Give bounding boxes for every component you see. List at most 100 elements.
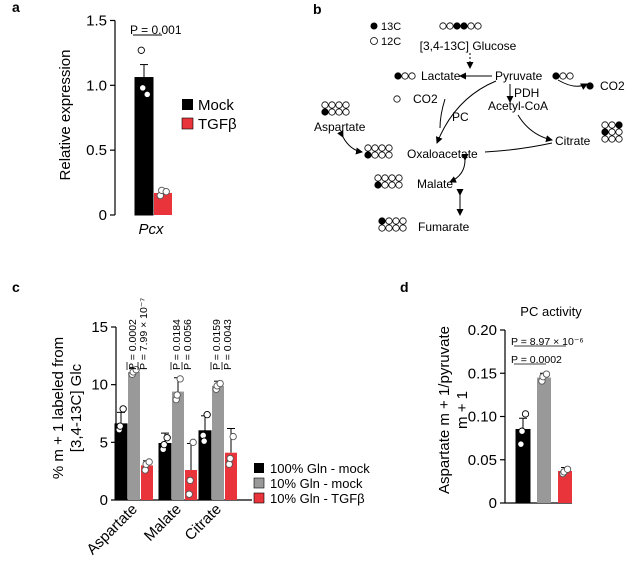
panel-c-bar-point	[163, 434, 171, 442]
legend-label-10gln-mock: 10% Gln - mock	[270, 476, 363, 491]
legend-label-100gln-mock: 100% Gln - mock	[270, 461, 370, 476]
panel-d-bar-point	[521, 410, 530, 418]
panel-d-bar-point	[542, 370, 551, 378]
y-tick-label: 0	[99, 207, 107, 224]
co2-left-carbon	[393, 95, 401, 103]
aspartate-carbons	[328, 108, 336, 116]
acetyl-coa-label: Acetyl-CoA	[488, 99, 548, 113]
legend-label-10gln-tgfb: 10% Gln - TGFβ	[270, 491, 365, 506]
citrate-label: Citrate	[555, 134, 591, 148]
legend-13c-dot	[370, 22, 378, 30]
y-tick-label: 0.15	[468, 365, 497, 382]
lactate-label: Lactate	[421, 69, 461, 83]
panel-c-bar-point	[229, 432, 237, 441]
malate-carbons	[374, 174, 382, 182]
panel-c-bar	[141, 465, 153, 500]
y-tick-label: 0	[100, 492, 108, 509]
pdh-label: PDH	[514, 86, 539, 100]
y-tick-label: 5	[100, 434, 108, 451]
malate-carbons	[388, 174, 396, 182]
panel-c-bar-point	[145, 458, 153, 466]
panel-c-bar	[114, 423, 128, 501]
panel-c-p-value: P = 0.0056	[182, 319, 194, 370]
panel-c-bar-point	[176, 375, 184, 383]
panel-d-bars	[515, 370, 572, 504]
panel-c: c % m + 1 labeled from [3,4-13C] Glc 0 5 1…	[12, 279, 370, 558]
panel-c-x-tick-label: Aspartate	[83, 501, 140, 558]
panel-c-p-values: P = 0.0002 P = 7.99 × 10⁻⁷ P = 0.0184 P = 0…	[126, 298, 234, 370]
lactate-carbons	[401, 72, 409, 80]
panel-d-bar	[558, 470, 572, 503]
legend-swatch-10gln-tgfb	[253, 492, 265, 504]
oxaloacetate-carbons	[364, 151, 372, 159]
panel-c-p-value: P = 0.0159	[211, 319, 223, 370]
glucose-carbons	[453, 22, 461, 30]
oxaloacetate-label: Oxaloacetate	[407, 147, 478, 161]
panel-a-y-axis: 0 0.5 1.0 1.5	[86, 12, 116, 224]
panel-c-bar	[172, 391, 184, 500]
malate-carbons	[381, 181, 389, 189]
panel-a-bar-mock-point	[139, 84, 147, 92]
panel-d-y-axis: 0 0.05 0.10 0.15 0.20	[468, 322, 572, 512]
fumarate-carbons	[385, 224, 393, 232]
y-tick-label: 15	[91, 319, 108, 336]
pc-arrow	[435, 80, 497, 144]
panel-d-title: PC activity	[520, 304, 582, 319]
panel-c-bar-point	[189, 438, 197, 446]
legend-12c-dot	[370, 37, 378, 45]
panel-c-bar-point	[226, 454, 234, 463]
malate-carbons	[395, 174, 403, 182]
co2-left-label: CO2	[413, 92, 438, 106]
y-tick-label: 0.5	[86, 142, 107, 159]
fumarate-carbons	[399, 217, 407, 225]
fumarate-carbons	[399, 224, 407, 232]
panel-c-bars	[114, 366, 237, 501]
panel-d-bar	[515, 428, 531, 504]
glucose-carbons	[467, 22, 475, 30]
fumarate-label: Fumarate	[418, 220, 470, 234]
panel-a-bar-mock	[134, 77, 154, 216]
glucose-carbons	[446, 22, 454, 30]
oxaloacetate-carbons	[385, 151, 393, 159]
panel-c-y-label-line1: % m + 1 labeled from	[50, 337, 67, 479]
pyruvate-carbons	[559, 72, 567, 80]
panel-c-bar-point	[160, 440, 168, 449]
glucose-label: [3,4-13C] Glucose	[420, 39, 517, 53]
citrate-carbons	[608, 121, 616, 129]
citrate-carbons	[608, 128, 616, 136]
panel-d-y-label-line1: Aspartate m + 1/pyruvate	[436, 326, 453, 494]
panel-c-x-tick-label: Malate	[141, 501, 185, 545]
legend-swatch-10gln-mock	[253, 477, 265, 489]
panel-c-bar-point	[186, 476, 194, 485]
panel-c-bar-point	[141, 466, 149, 474]
malate-carbons	[374, 181, 382, 189]
panel-b-label: b	[313, 1, 322, 17]
oxaloacetate-carbons	[385, 144, 393, 152]
fumarate-carbons	[378, 217, 386, 225]
panel-a-bar-tgfb-point	[162, 188, 170, 196]
panel-a-label: a	[12, 0, 20, 15]
aspartate-carbons	[335, 108, 343, 116]
malate-carbons	[388, 181, 396, 189]
pyruvate-carbons	[566, 72, 574, 80]
oxaloacetate-carbons	[364, 144, 372, 152]
panel-c-bar	[212, 385, 224, 500]
pyruvate-to-co2-arrow	[557, 79, 588, 90]
pyruvate-carbons	[552, 72, 560, 80]
panel-c-bar-point	[116, 422, 124, 430]
aspartate-carbons	[321, 101, 329, 109]
aspartate-carbons	[321, 108, 329, 116]
y-tick-label: 10	[91, 377, 108, 394]
oxaloacetate-malate-arrow	[449, 153, 469, 183]
panel-a-bar-mock-point	[137, 46, 145, 54]
legend-swatch-tgfb	[181, 117, 194, 130]
aspartate-carbons	[335, 101, 343, 109]
citrate-carbons	[601, 121, 609, 129]
glucose-carbons	[460, 22, 468, 30]
panel-d-p-value-2: P = 0.0002	[511, 354, 562, 366]
aspartate-carbons	[328, 101, 336, 109]
citrate-carbons	[615, 121, 623, 129]
co2-top-carbon	[586, 82, 594, 90]
panel-c-bar-point	[185, 490, 193, 498]
